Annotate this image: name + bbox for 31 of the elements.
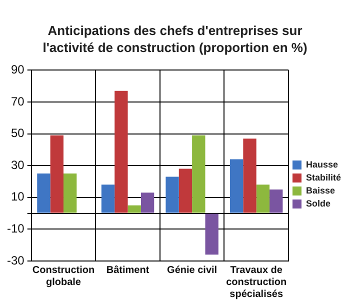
bar [205,214,218,255]
x-tick-label: Travaux de construction spécialisés [226,264,287,300]
legend-label: Solde [306,198,331,208]
bar [178,168,192,213]
x-tick-label: Bâtiment [106,264,150,276]
bar [114,90,128,213]
bar [166,176,179,213]
bar [243,138,256,213]
y-tick-label: 70 [10,94,25,108]
x-tick-label: Génie civil [167,264,218,276]
bar [230,159,244,213]
y-tick-label: 30 [10,158,25,172]
y-tick-label: 90 [10,62,25,77]
bar [128,205,141,213]
bar [101,184,115,213]
legend-label: Baisse [306,185,336,196]
bar [256,184,270,213]
y-tick-label: 50 [10,126,25,140]
bar [192,135,206,213]
x-tick-label: Construction globale [32,264,95,288]
bar [50,135,64,213]
bar [270,189,283,213]
y-tick-label: 10 [10,190,25,204]
y-tick-label: -30 [7,253,25,268]
legend-label: Hausse [306,159,338,170]
bar [37,174,50,213]
y-tick-label: -10 [7,222,25,236]
legend-label: Stabilité [306,172,342,182]
chart-title: Anticipations des chefs d'entreprises sur l'activité de construction (proportion en %) [42,22,308,56]
bar [140,192,154,213]
bar [63,174,77,213]
